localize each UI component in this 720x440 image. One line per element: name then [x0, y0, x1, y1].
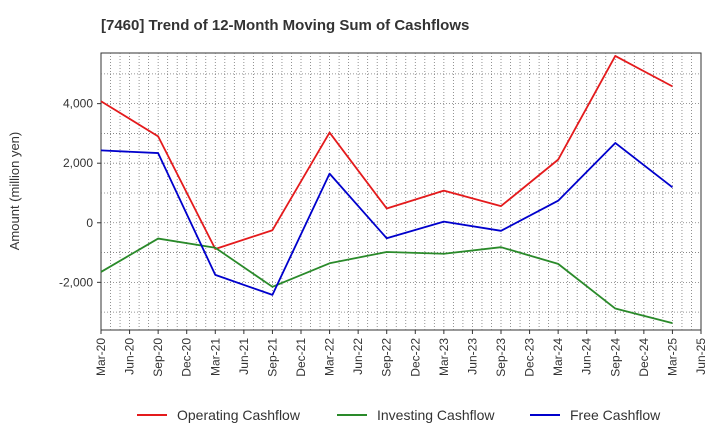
series-lines: [100, 55, 673, 325]
x-tick-label: Jun-22: [351, 338, 365, 375]
y-tick-label: 0: [86, 216, 93, 230]
chart-title: [7460] Trend of 12-Month Moving Sum of C…: [101, 17, 469, 34]
y-axis-label: Amount (million yen): [7, 132, 22, 251]
x-tick-label: Jun-23: [465, 338, 479, 375]
free-cashflow-line: [100, 142, 673, 296]
x-tick-label: Sep-22: [380, 338, 394, 377]
x-tick-label: Mar-21: [208, 338, 222, 376]
plot-frame: [100, 52, 702, 331]
operating-cashflow-legend-label: Operating Cashflow: [177, 407, 301, 423]
x-tick-label: Sep-21: [265, 338, 279, 377]
x-tick-label: Mar-22: [323, 338, 337, 376]
operating-cashflow-line: [100, 55, 673, 250]
plot-area: [100, 52, 702, 331]
y-tick-label: 4,000: [63, 97, 93, 111]
free-cashflow-legend-label: Free Cashflow: [570, 407, 661, 423]
x-ticks: Mar-20 Jun-20 Sep-20 Dec-20 Mar-21 Jun-21 Sep-…: [94, 330, 708, 377]
x-tick-label: Dec-21: [294, 338, 308, 377]
x-tick-label: Jun-21: [237, 338, 251, 375]
y-tick-label: 2,000: [63, 156, 93, 170]
x-tick-label: Jun-24: [580, 338, 594, 375]
x-tick-label: Dec-22: [408, 338, 422, 377]
x-tick-label: Jun-25: [694, 338, 708, 375]
y-tick-label: -2,000: [59, 275, 93, 289]
legend: Operating Cashflow Investing Cashflow Free…: [137, 407, 661, 423]
x-tick-label: Dec-24: [637, 338, 651, 377]
x-tick-label: Mar-24: [551, 338, 565, 376]
y-ticks: -2,000 0 2,000 4,000: [59, 97, 101, 289]
x-tick-label: Dec-20: [180, 338, 194, 377]
x-tick-label: Jun-20: [123, 338, 137, 375]
investing-cashflow-line: [100, 237, 673, 325]
x-tick-label: Mar-20: [94, 338, 108, 376]
x-tick-label: Mar-25: [665, 338, 679, 376]
x-tick-label: Mar-23: [437, 338, 451, 376]
x-tick-label: Sep-20: [151, 338, 165, 377]
x-tick-label: Sep-24: [608, 338, 622, 377]
investing-cashflow-legend-label: Investing Cashflow: [377, 407, 495, 423]
x-tick-label: Sep-23: [494, 338, 508, 377]
x-tick-label: Dec-23: [523, 338, 537, 377]
